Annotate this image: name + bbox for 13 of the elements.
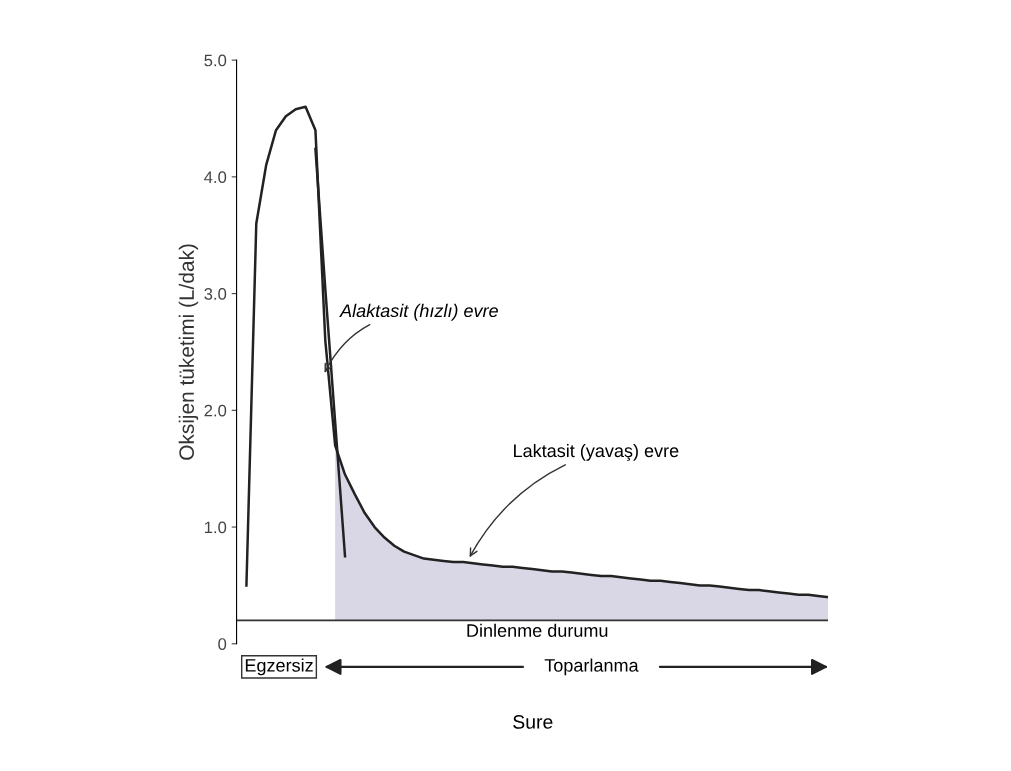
y-tick-label: 1.0 xyxy=(204,521,227,534)
annotation: Laktasit (yavaş) evre xyxy=(514,443,679,461)
y-tick-label: 4.0 xyxy=(204,171,227,184)
x-axis-title: Sure xyxy=(513,715,553,729)
y-tick-label: 2.0 xyxy=(204,404,227,417)
y-tick-label: 3.0 xyxy=(204,288,227,300)
text: Egzersiz xyxy=(245,658,313,676)
y-axis-title: Oksijen tüketimi (L/dak) xyxy=(178,244,199,460)
annotation: Alaktasit (hızlı) evre xyxy=(339,303,498,321)
y-tick-label: 0 xyxy=(218,638,227,650)
text: Toparlanma xyxy=(544,658,639,676)
y-tick-label: 5.0 xyxy=(204,54,227,67)
ref-line-label: Dinlenme durumu xyxy=(467,623,608,637)
